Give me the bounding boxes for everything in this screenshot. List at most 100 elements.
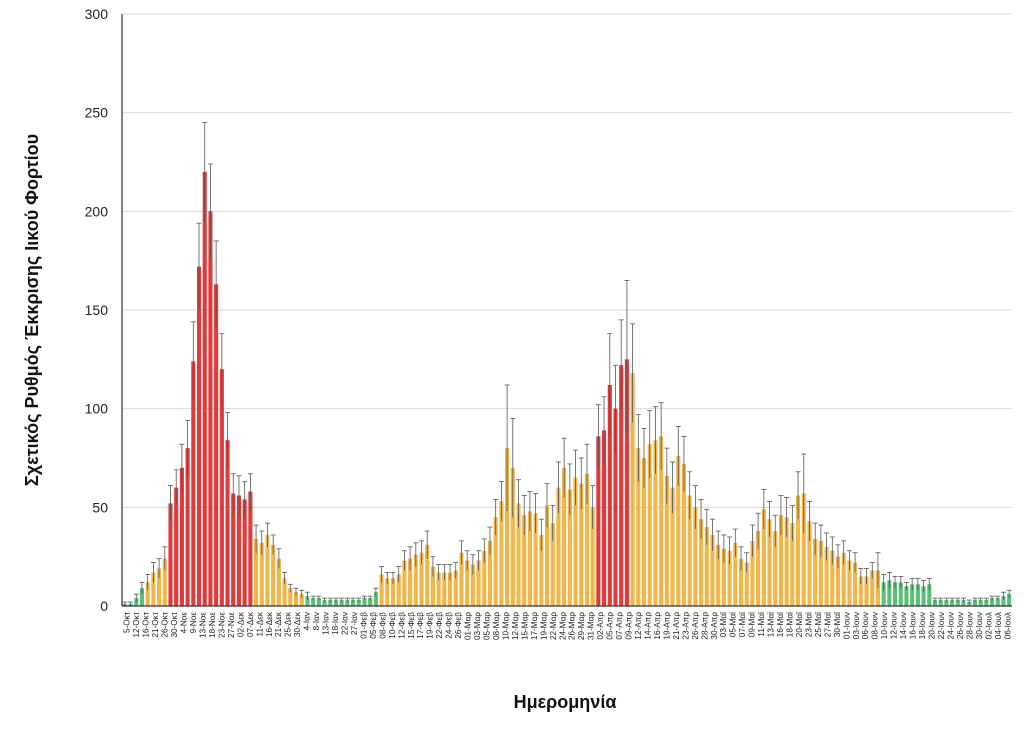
bar	[562, 467, 567, 606]
bars	[122, 122, 1012, 607]
bar	[556, 487, 561, 606]
x-tick-label: 10-Φεβ	[388, 612, 397, 639]
x-tick-label: 03-Μαϊ	[719, 611, 728, 637]
x-tick-labels: 5-Οκτ 12-Οκτ 16-Οκτ 21-Οκτ 26-Οκτ 30-Οκτ 4-Νοε…	[123, 611, 1013, 640]
bar	[527, 511, 532, 606]
bar	[910, 584, 915, 606]
x-tick-label: 23-Απρ	[681, 612, 690, 640]
x-tick-label: 16-Απρ	[653, 612, 662, 640]
x-tick-label: 22-Ιουν	[937, 612, 946, 639]
bar	[989, 598, 995, 606]
x-tick-label: 07-Μαϊ	[738, 611, 747, 637]
bar	[385, 578, 390, 606]
x-tick-label: 18-Μαϊ	[786, 611, 795, 637]
x-tick-label: 11-Μαϊ	[757, 611, 766, 637]
x-tick-label: 08-Μαρ	[492, 612, 501, 640]
bar	[293, 592, 299, 606]
bar	[470, 564, 475, 606]
x-tick-label: 05-Μαρ	[483, 612, 492, 640]
bar	[459, 552, 464, 606]
bar	[733, 542, 738, 606]
bar	[254, 538, 259, 606]
x-tick-label: 01-Ιουν	[842, 612, 851, 639]
x-tick-label: 24-Μαρ	[558, 612, 567, 640]
bar	[881, 582, 886, 606]
bar	[168, 503, 173, 606]
x-tick-label: 10-Μαρ	[502, 612, 511, 640]
x-tick-label: 29-Μαρ	[577, 612, 586, 640]
bar	[596, 436, 601, 606]
bar	[841, 552, 846, 606]
bar	[430, 566, 435, 606]
bar	[396, 574, 401, 606]
x-tick-label: 24-Φεβ	[445, 612, 454, 639]
y-tick-label: 250	[85, 105, 109, 121]
x-tick-label: 07-Απρ	[615, 612, 624, 640]
bar	[944, 600, 949, 606]
bar	[847, 560, 852, 606]
bar	[704, 527, 709, 606]
bar	[904, 586, 909, 606]
x-tick-label: 03-Μαρ	[473, 612, 482, 640]
bar	[602, 430, 607, 606]
x-tick-label: 16-Ιουν	[909, 612, 918, 639]
x-tick-label: 20-Ιουν	[928, 612, 937, 639]
bar	[573, 477, 578, 606]
x-axis-label: Ημερομηνία	[514, 692, 617, 712]
bar	[790, 523, 795, 606]
x-tick-label: 30-Δεκ	[293, 611, 302, 637]
bar	[339, 600, 344, 606]
bar	[516, 503, 521, 606]
bar	[499, 501, 504, 606]
bar	[482, 550, 487, 606]
x-tick-label: 31-Μαρ	[587, 612, 596, 640]
x-tick-label: 08-Ιουν	[871, 612, 880, 639]
x-tick-label: 27-Μαϊ	[823, 611, 832, 637]
x-tick-label: 10-Ιουν	[880, 612, 889, 639]
bar	[544, 505, 550, 606]
x-tick-label: 18-Νοε	[208, 612, 217, 638]
bar	[932, 600, 938, 606]
bar	[767, 519, 772, 606]
bar	[613, 408, 618, 606]
bar	[139, 588, 145, 606]
bar	[579, 483, 584, 606]
x-tick-label: 11-Δεκ	[255, 611, 264, 636]
bar	[408, 558, 413, 606]
x-tick-label: 19-Μαρ	[539, 612, 548, 640]
bar	[590, 507, 595, 606]
bar	[465, 560, 470, 606]
bar	[202, 171, 207, 606]
x-tick-label: 03-Ιουν	[852, 612, 861, 639]
x-tick-label: 30-Οκτ	[170, 611, 179, 637]
x-tick-label: 12-Απρ	[634, 612, 643, 640]
x-tick-label: 25-Δεκ	[284, 611, 293, 637]
x-tick-label: 13-Νοε	[199, 612, 208, 638]
bar	[778, 515, 783, 606]
x-tick-label: 05-Απρ	[606, 612, 615, 640]
bar	[750, 540, 755, 606]
bar	[670, 487, 675, 606]
bar	[950, 600, 955, 606]
bar	[641, 458, 647, 606]
bar	[196, 266, 202, 606]
bar	[664, 475, 669, 606]
bar	[1001, 596, 1006, 606]
x-tick-label: 05-Φεβ	[369, 612, 378, 639]
bar	[248, 491, 253, 606]
bar	[402, 560, 407, 606]
bar	[362, 598, 367, 606]
bar	[813, 538, 818, 606]
bar	[961, 600, 966, 606]
bar	[179, 467, 184, 606]
x-tick-label: 30-Μαϊ	[833, 611, 842, 637]
bar	[659, 436, 664, 606]
bar	[373, 592, 378, 606]
bar	[955, 600, 960, 606]
bar	[219, 369, 224, 606]
x-tick-label: 06-Ιουλ	[1003, 611, 1012, 639]
bar	[784, 517, 789, 606]
bar	[972, 600, 977, 606]
bar	[801, 493, 806, 606]
